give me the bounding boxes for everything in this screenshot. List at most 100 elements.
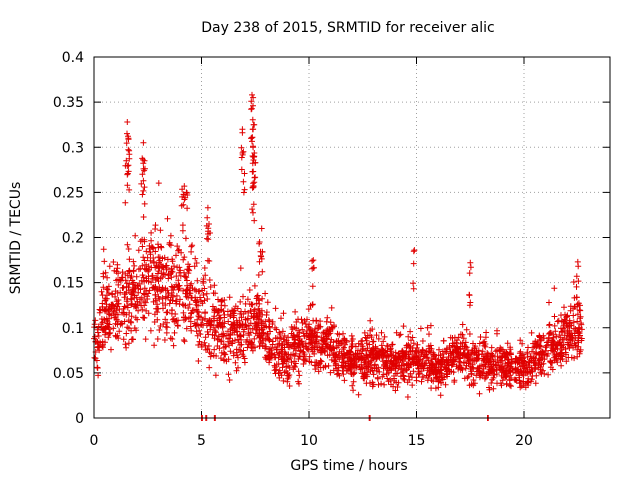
data-point bbox=[231, 307, 238, 314]
data-point bbox=[216, 319, 223, 326]
data-point bbox=[465, 352, 472, 359]
data-point bbox=[250, 209, 256, 216]
data-point bbox=[536, 333, 543, 340]
data-point bbox=[239, 129, 246, 136]
data-point bbox=[406, 348, 413, 355]
data-point bbox=[332, 353, 339, 360]
data-point bbox=[488, 344, 495, 351]
data-point bbox=[274, 349, 281, 356]
data-point bbox=[183, 325, 190, 332]
data-point bbox=[104, 286, 111, 293]
data-point bbox=[179, 222, 186, 229]
y-tick-label: 0.4 bbox=[62, 50, 84, 66]
data-point bbox=[440, 337, 447, 344]
data-point bbox=[528, 378, 534, 385]
data-point bbox=[568, 330, 575, 337]
data-point bbox=[143, 248, 150, 255]
data-point bbox=[93, 357, 100, 364]
data-point bbox=[156, 327, 163, 333]
data-point bbox=[281, 332, 288, 339]
data-point bbox=[204, 214, 211, 221]
data-point bbox=[413, 352, 420, 359]
data-point bbox=[212, 372, 219, 379]
data-point bbox=[99, 292, 106, 299]
data-point bbox=[110, 302, 117, 309]
data-point bbox=[539, 348, 546, 355]
data-point bbox=[467, 363, 474, 370]
data-point bbox=[135, 289, 142, 296]
data-point bbox=[419, 338, 426, 344]
data-point bbox=[347, 366, 354, 373]
data-point bbox=[113, 307, 120, 314]
data-point bbox=[310, 264, 317, 271]
data-point bbox=[410, 248, 417, 255]
data-point bbox=[437, 352, 444, 359]
data-point bbox=[133, 304, 140, 311]
data-point bbox=[421, 353, 428, 360]
data-point bbox=[126, 309, 133, 316]
data-point bbox=[468, 381, 475, 388]
data-point bbox=[479, 369, 486, 376]
data-point bbox=[428, 377, 435, 384]
data-point bbox=[467, 299, 474, 306]
data-point bbox=[239, 351, 246, 358]
data-point bbox=[451, 343, 457, 350]
data-point bbox=[133, 273, 140, 280]
data-point bbox=[537, 334, 543, 341]
data-point bbox=[376, 368, 383, 375]
data-point bbox=[124, 119, 131, 125]
data-point bbox=[164, 215, 171, 222]
data-point bbox=[295, 333, 302, 340]
data-point bbox=[266, 346, 273, 353]
data-point bbox=[305, 306, 312, 313]
data-point bbox=[358, 364, 365, 371]
data-point bbox=[106, 315, 112, 322]
data-point bbox=[150, 298, 157, 305]
data-point bbox=[164, 256, 171, 263]
data-point bbox=[211, 335, 218, 342]
data-point bbox=[250, 308, 257, 315]
data-point bbox=[280, 377, 287, 384]
data-point bbox=[250, 144, 257, 151]
data-point bbox=[266, 337, 273, 344]
data-point bbox=[296, 353, 303, 360]
data-point bbox=[148, 237, 155, 244]
data-point bbox=[127, 274, 134, 281]
data-point bbox=[211, 346, 218, 353]
data-point bbox=[407, 370, 414, 377]
data-point bbox=[413, 344, 420, 351]
data-point bbox=[414, 341, 421, 348]
data-point bbox=[280, 355, 287, 362]
data-point bbox=[317, 364, 324, 371]
data-point bbox=[191, 263, 198, 270]
data-point bbox=[279, 360, 286, 367]
data-point bbox=[410, 340, 417, 347]
data-point bbox=[173, 252, 179, 259]
data-point bbox=[181, 254, 188, 261]
data-point bbox=[332, 361, 339, 368]
data-point bbox=[410, 280, 417, 287]
data-point bbox=[240, 178, 247, 185]
data-point bbox=[466, 270, 473, 277]
data-point bbox=[135, 247, 142, 254]
data-points bbox=[91, 91, 585, 421]
data-point bbox=[182, 235, 189, 242]
data-point bbox=[271, 362, 278, 369]
data-point bbox=[259, 335, 266, 342]
data-point bbox=[320, 329, 327, 336]
y-axis-title: SRMTID / TECUs bbox=[8, 182, 24, 295]
data-point bbox=[126, 268, 133, 275]
data-point bbox=[180, 287, 187, 294]
data-point bbox=[116, 328, 123, 335]
data-point bbox=[157, 227, 164, 234]
data-point bbox=[522, 365, 529, 372]
data-point bbox=[479, 348, 486, 355]
data-point bbox=[464, 374, 471, 381]
data-point bbox=[106, 263, 113, 270]
data-point bbox=[204, 296, 211, 302]
data-point bbox=[547, 359, 554, 365]
data-point bbox=[379, 373, 386, 380]
data-point bbox=[139, 236, 146, 243]
data-point bbox=[497, 380, 504, 387]
data-point bbox=[425, 375, 432, 382]
